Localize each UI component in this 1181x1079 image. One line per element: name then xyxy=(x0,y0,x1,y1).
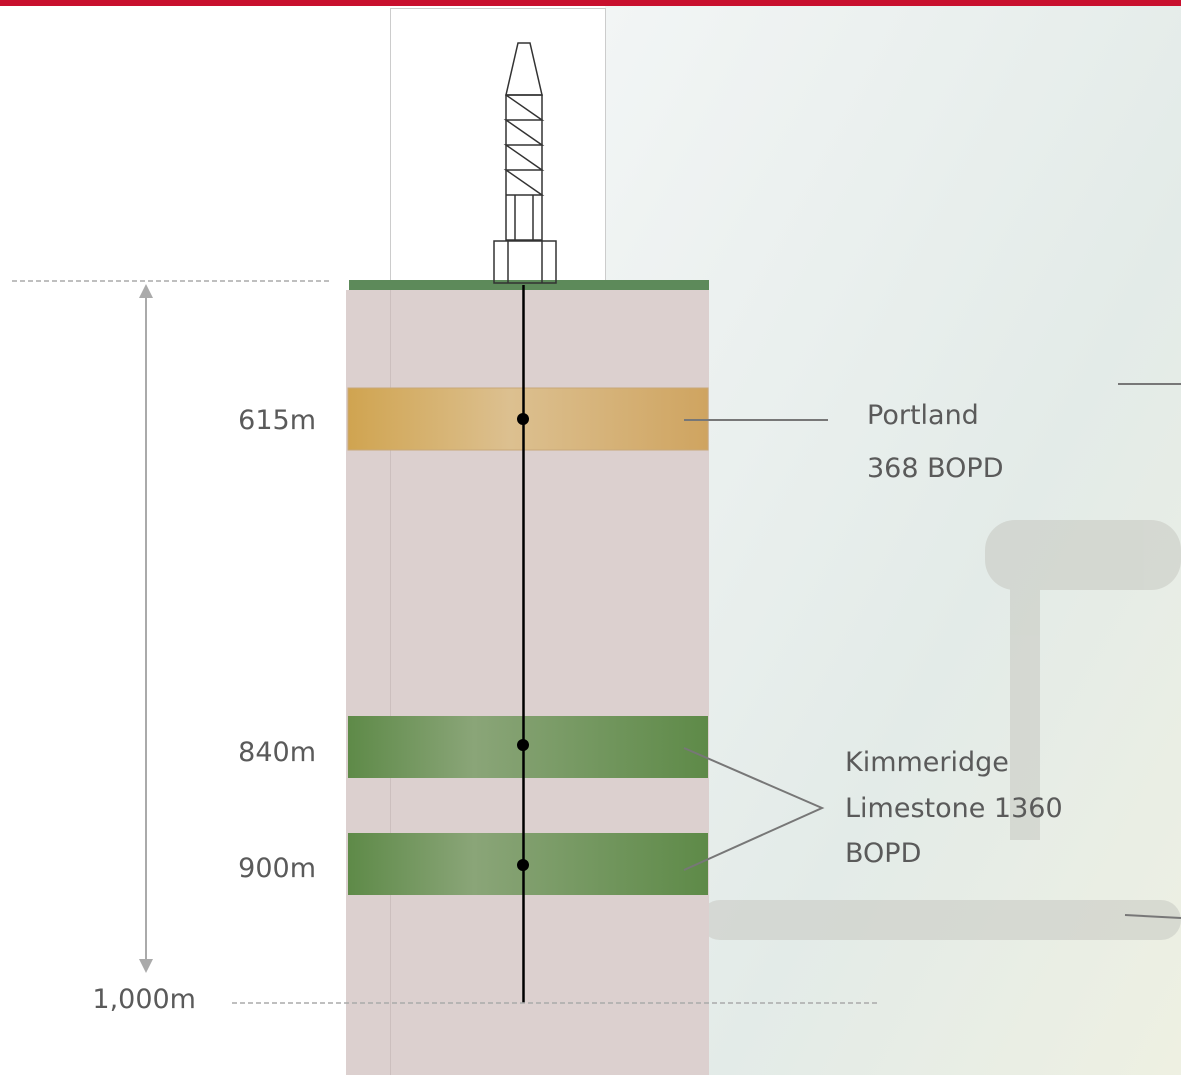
surface xyxy=(349,280,709,290)
depth-label: 615m xyxy=(238,405,316,436)
depth-label: 840m xyxy=(238,737,316,768)
perforation xyxy=(517,859,529,871)
depth-label: 900m xyxy=(238,853,316,884)
perforation xyxy=(517,413,529,425)
well-diagram: 615m 840m 900m 1,000m Portland 368 BOPD … xyxy=(0,0,1181,1075)
zone-label: Limestone 1360 xyxy=(845,793,1063,824)
derrick xyxy=(494,43,556,283)
total-depth-label: 1,000m xyxy=(92,984,196,1015)
zone-label: Kimmeridge xyxy=(845,747,1009,778)
perforation xyxy=(517,739,529,751)
top-bar xyxy=(0,0,1181,6)
zone-label: BOPD xyxy=(845,838,921,869)
zone-label: 368 BOPD xyxy=(867,453,1004,484)
page: {"depth_markers": ["615m", "840m", "900m… xyxy=(0,0,1181,1075)
zone-label: Portland xyxy=(867,400,979,431)
depth-arrow xyxy=(139,284,153,973)
